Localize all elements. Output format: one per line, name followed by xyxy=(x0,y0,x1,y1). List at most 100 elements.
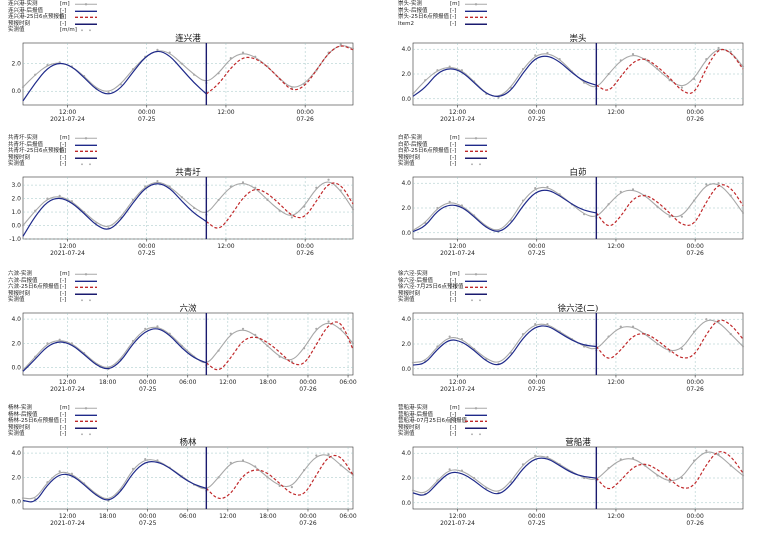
legend-unit: [-] xyxy=(60,20,67,27)
legend-unit: [m] xyxy=(60,271,70,277)
observed-point xyxy=(168,185,171,188)
observed-point xyxy=(339,464,342,467)
legend-label: 徐六泾-实测 xyxy=(398,271,428,277)
observed-point xyxy=(656,205,659,208)
observed-point xyxy=(448,468,451,471)
observed-point xyxy=(436,345,439,348)
x-date-label: 07-26 xyxy=(299,386,317,393)
legend-label: 崇头-实测 xyxy=(398,1,422,7)
series-forecast-line xyxy=(205,45,354,95)
observed-point xyxy=(656,67,659,71)
x-date-label: 2021-07-24 xyxy=(440,116,475,123)
legend-label: 六滧-实测 xyxy=(8,271,32,277)
legend-label: 连兴港-25日6点预报值 xyxy=(8,14,65,21)
observed-point xyxy=(193,73,196,76)
x-tick-label: 00:00 xyxy=(297,109,314,116)
observed-point xyxy=(21,496,25,500)
observed-point xyxy=(619,190,622,193)
legend-label: 连兴港-实测 xyxy=(8,1,38,7)
tide-chart: 营船港4.02.00.012:002021-07-2400:0007-2512:… xyxy=(401,437,745,527)
observed-point xyxy=(509,351,512,354)
legend-label: 预报时刻 xyxy=(8,290,31,297)
x-date-label: 2021-07-24 xyxy=(440,250,475,257)
observed-point xyxy=(339,43,342,46)
legend-label: 徐六泾-7月25日6点预报值 xyxy=(398,284,464,291)
observed-point xyxy=(70,342,73,345)
observed-point xyxy=(460,69,463,72)
observed-point xyxy=(131,339,135,343)
legend-label: 徐六泾-后报值 xyxy=(398,277,433,284)
legend-swatch xyxy=(75,157,97,159)
x-date-label: 07-26 xyxy=(686,116,704,123)
legend-swatch xyxy=(471,433,481,436)
observed-point xyxy=(131,68,135,71)
legend-swatch xyxy=(465,150,487,153)
legend-unit: [m] xyxy=(60,135,70,141)
chart-title: 营船港 xyxy=(565,437,591,448)
observed-point xyxy=(34,73,37,76)
legend-swatch xyxy=(465,23,487,25)
legend-unit: [m] xyxy=(450,405,460,411)
observed-point xyxy=(668,79,671,82)
legend-label: 预报时刻 xyxy=(398,290,421,297)
observed-point xyxy=(58,470,61,473)
series-hindcast-line xyxy=(412,325,597,366)
observed-point xyxy=(46,197,49,200)
y-tick-label: 4.0 xyxy=(11,316,21,323)
x-tick-label: 12:00 xyxy=(607,379,624,386)
observed-point xyxy=(668,215,671,218)
observed-point xyxy=(521,67,525,71)
observed-point xyxy=(411,489,415,492)
observed-point xyxy=(351,208,355,211)
series-forecast-line xyxy=(596,48,744,95)
x-tick-label: 00:00 xyxy=(687,379,704,386)
x-tick-label: 00:00 xyxy=(138,109,155,116)
legend-label: 预报时刻 xyxy=(398,424,421,431)
x-date-label: 07-26 xyxy=(296,116,314,123)
legend-unit: [-] xyxy=(450,431,457,438)
observed-point xyxy=(583,213,586,216)
x-tick-label: 00:00 xyxy=(687,109,704,116)
legend-swatch xyxy=(75,16,97,19)
y-tick-label: 2.0 xyxy=(401,205,411,212)
observed-point xyxy=(58,338,61,341)
legend-swatch xyxy=(465,407,487,410)
legend-swatch xyxy=(75,414,97,416)
observed-point xyxy=(729,332,732,336)
x-tick-label: 12:00 xyxy=(449,243,466,250)
observed-point xyxy=(70,200,73,203)
y-tick-label: 2.0 xyxy=(401,475,411,482)
observed-point xyxy=(193,206,196,210)
observed-point xyxy=(705,183,708,186)
observed-point xyxy=(534,454,537,457)
legend-label: 实测值 xyxy=(8,431,25,438)
legend-label: 预报时刻 xyxy=(8,424,31,431)
x-date-label: 2021-07-24 xyxy=(50,116,85,123)
x-tick-label: 00:00 xyxy=(528,243,545,250)
observed-point xyxy=(583,81,586,84)
y-tick-label: 0.0 xyxy=(401,366,411,373)
observed-point xyxy=(315,327,318,330)
x-date-label: 07-25 xyxy=(139,386,157,393)
x-tick-label: 12:00 xyxy=(449,513,466,520)
observed-point xyxy=(546,51,549,55)
observed-point xyxy=(119,83,122,86)
x-tick-label: 12:00 xyxy=(59,379,76,386)
x-tick-label: 18:00 xyxy=(99,379,116,386)
chart-title: 连兴港 xyxy=(175,33,201,44)
observed-point xyxy=(21,224,25,227)
observed-point xyxy=(448,335,451,338)
x-tick-label: 12:00 xyxy=(219,379,236,386)
observed-point xyxy=(217,72,220,75)
observed-point xyxy=(168,332,171,335)
y-tick-label: 0.0 xyxy=(11,223,21,230)
observed-point xyxy=(680,476,683,480)
legend-swatch xyxy=(465,137,487,140)
x-tick-label: 12:00 xyxy=(607,243,624,250)
series-hindcast-line xyxy=(412,457,597,496)
x-date-label: 2021-07-24 xyxy=(50,386,85,393)
observed-point xyxy=(583,476,586,480)
legend-swatch xyxy=(75,286,97,289)
legend-label: 实测值 xyxy=(398,431,415,438)
observed-point xyxy=(217,349,220,352)
